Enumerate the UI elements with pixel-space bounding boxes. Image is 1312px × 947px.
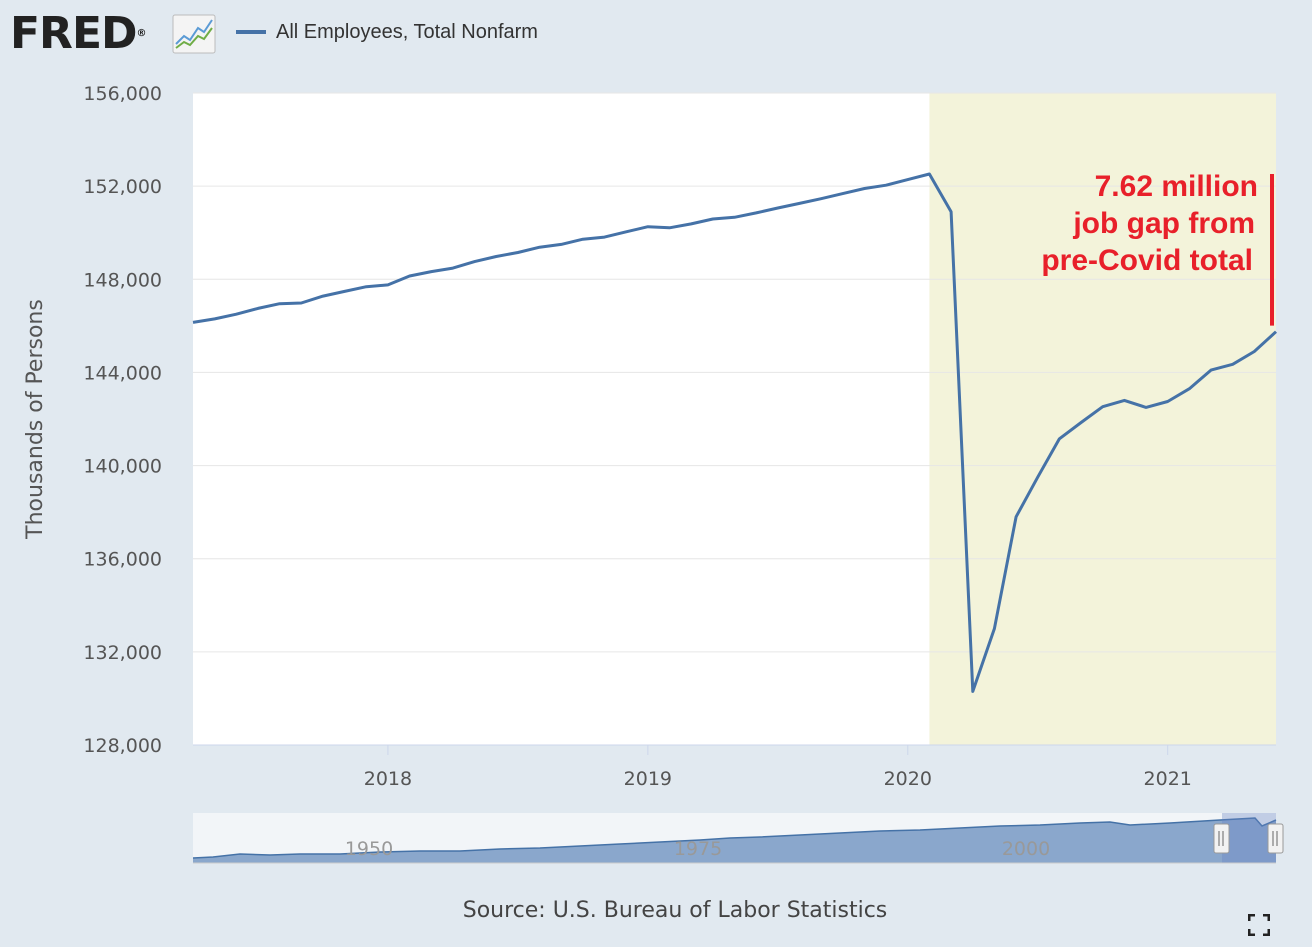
source-note: Source: U.S. Bureau of Labor Statistics (462, 898, 888, 923)
legend-line-swatch (236, 30, 266, 34)
y-tick-label: 144,000 (83, 362, 162, 384)
fullscreen-icon[interactable] (1248, 914, 1270, 936)
annotation-text: 7.62 million job gap from pre-Covid tota… (1041, 170, 1258, 277)
y-tick-label: 148,000 (83, 269, 162, 291)
y-tick-label: 136,000 (83, 549, 162, 571)
annotation-line-2: job gap from (1072, 207, 1255, 240)
line-graph-icon (172, 14, 216, 54)
x-tick-label: 2020 (884, 768, 932, 790)
logo-text: FRED (10, 8, 138, 59)
x-tick-label: 2019 (624, 768, 672, 790)
logo-registered-mark: ® (136, 28, 147, 39)
y-tick-label: 156,000 (83, 83, 162, 105)
navigator-label-1950: 1950 (345, 838, 393, 860)
navigator-label-1975: 1975 (674, 838, 722, 860)
navigator-label-2000: 2000 (1002, 838, 1050, 860)
x-axis-ticks: 2018 2019 2020 2021 (364, 745, 1192, 790)
legend-item[interactable]: All Employees, Total Nonfarm (236, 18, 538, 46)
y-tick-label: 140,000 (83, 456, 162, 478)
y-tick-label: 128,000 (83, 735, 162, 757)
series-line-all-employees (192, 172, 1278, 693)
x-tick-label: 2021 (1144, 768, 1192, 790)
annotation-line-1: 7.62 million (1095, 170, 1258, 203)
legend-label: All Employees, Total Nonfarm (276, 20, 538, 43)
recession-shading (929, 93, 1276, 745)
y-axis-label: Thousands of Persons (23, 299, 48, 540)
navigator-handle-left[interactable] (1213, 823, 1230, 854)
y-tick-label: 152,000 (83, 176, 162, 198)
y-tick-label: 132,000 (83, 642, 162, 664)
y-axis-ticks: 128,000 132,000 136,000 140,000 144,000 148,0… (83, 83, 162, 757)
navigator-handle-right[interactable] (1267, 823, 1284, 854)
navigator-series-area (193, 818, 1276, 863)
navigator[interactable]: 1950 1975 2000 (192, 813, 1284, 864)
navigator-series-line (192, 817, 1277, 859)
navigator-selected-range[interactable] (1222, 813, 1276, 863)
gridlines (193, 92, 1276, 653)
annotation-line-3: pre-Covid total (1041, 244, 1253, 277)
x-tick-label: 2018 (364, 768, 412, 790)
fred-logo: FRED® (10, 12, 147, 56)
